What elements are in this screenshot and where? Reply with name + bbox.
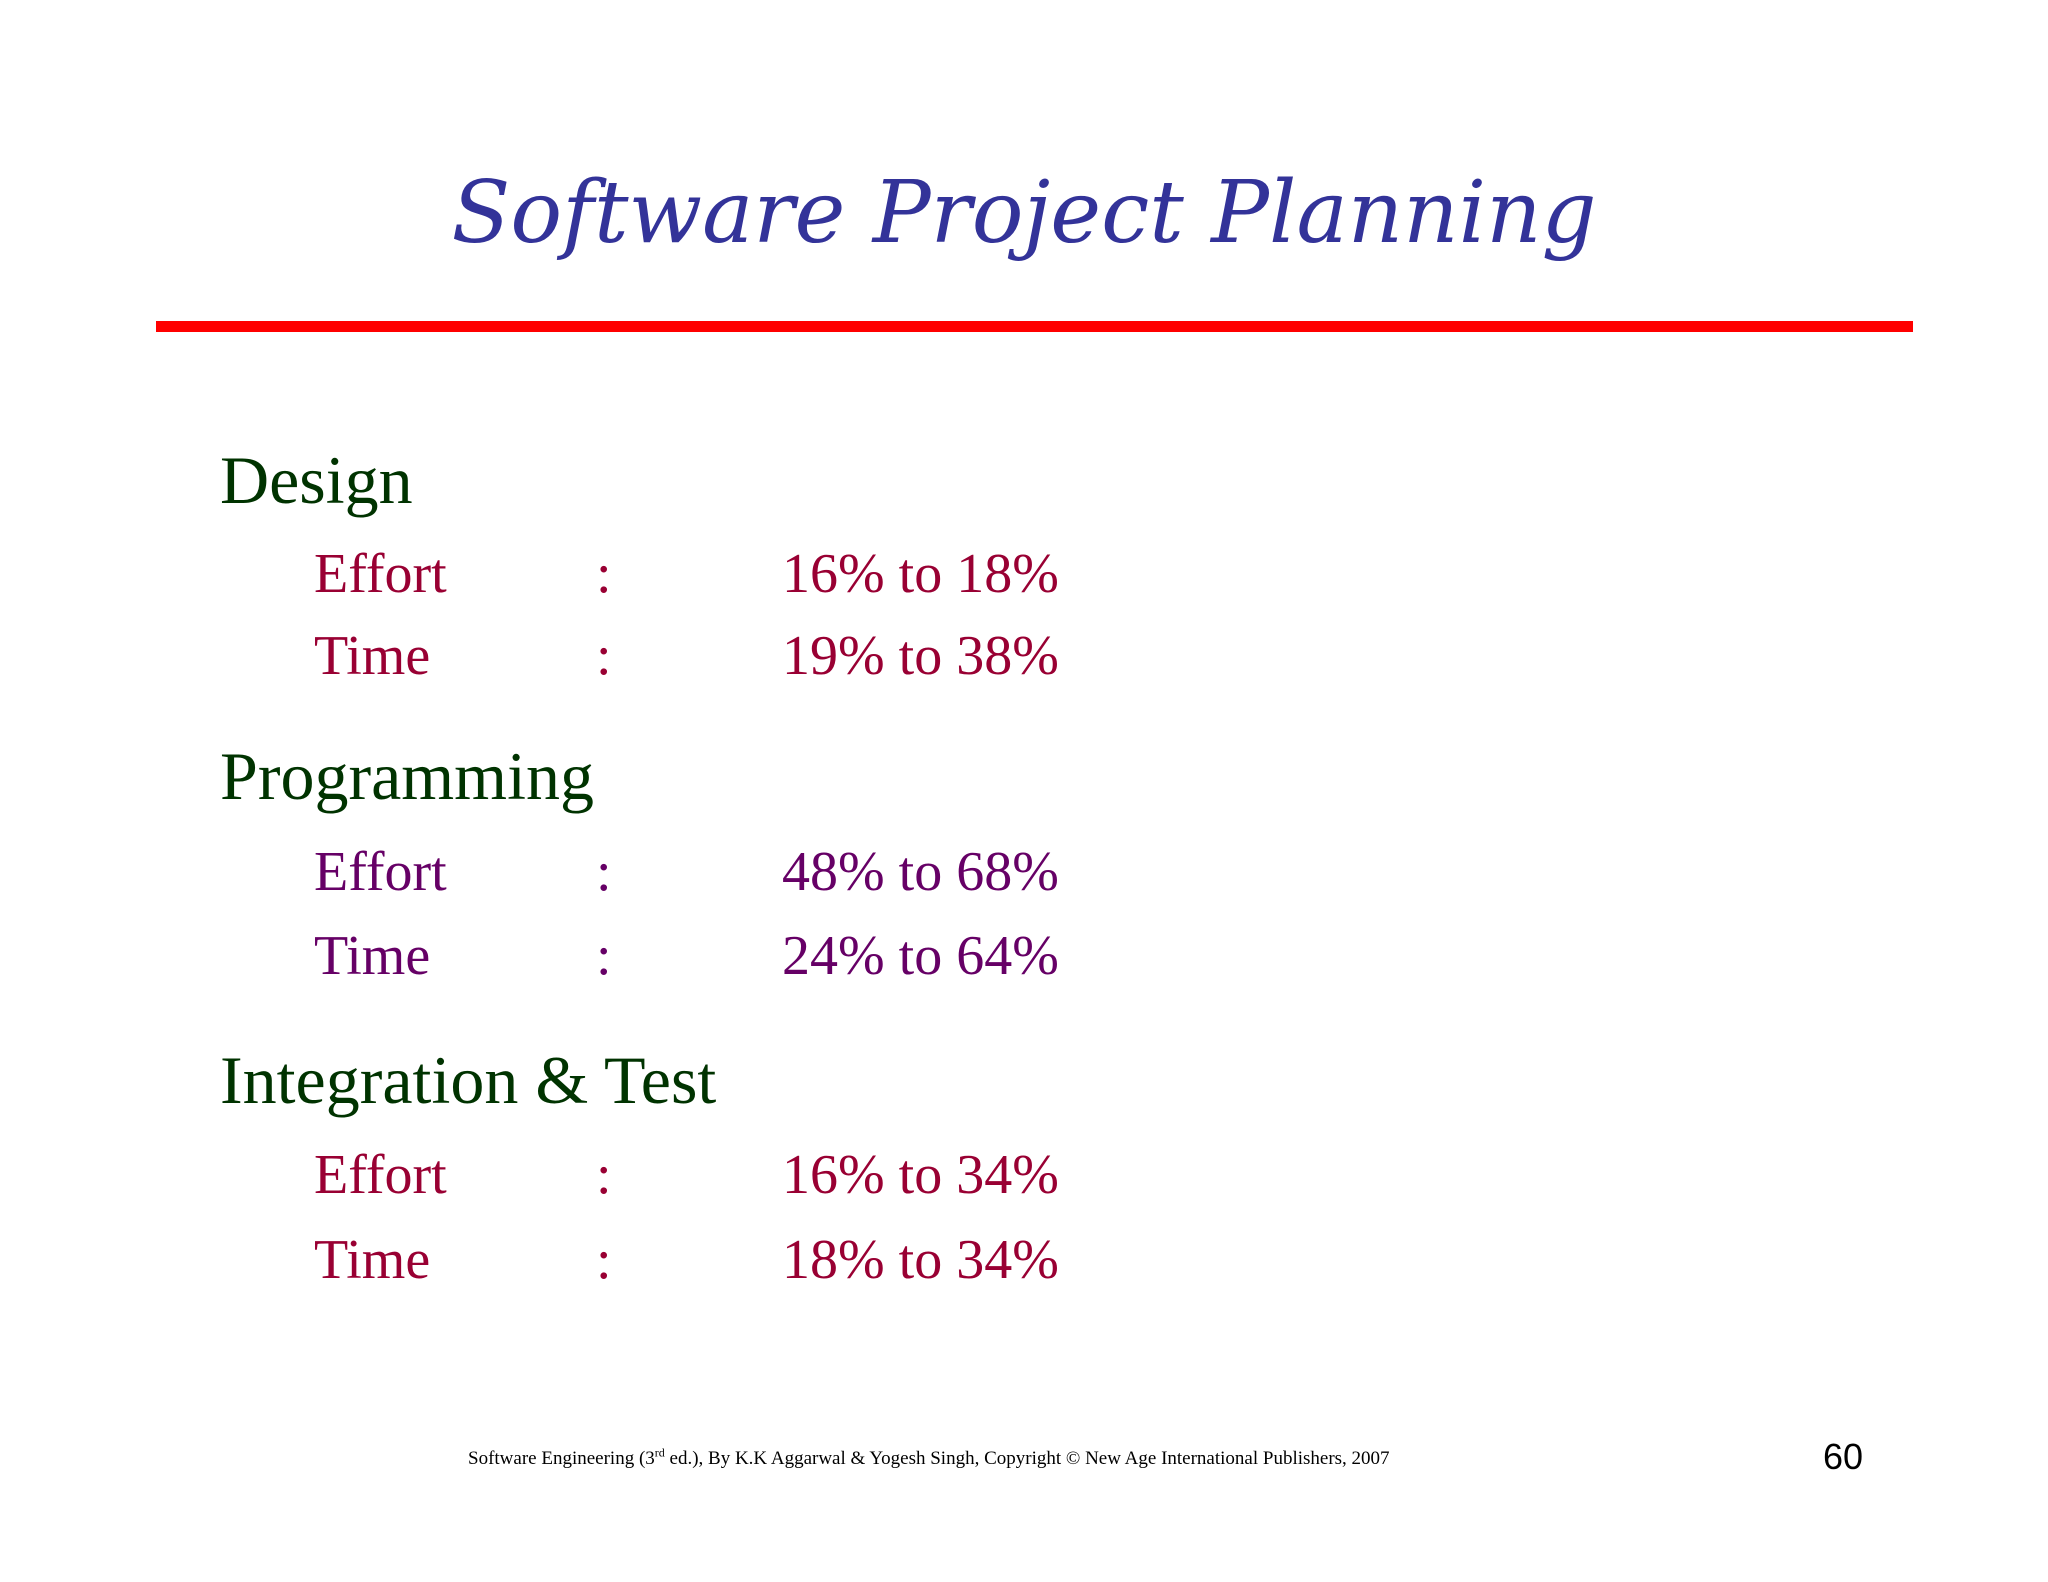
row-value: 48% to 68% [782,841,1059,903]
row-value: 24% to 64% [782,925,1059,987]
row-separator: : [596,841,612,903]
row-separator: : [596,925,612,987]
section-heading-programming: Programming [220,738,594,814]
row-separator: : [596,543,612,605]
footer-suffix: ed.), By K.K Aggarwal & Yogesh Singh, Co… [664,1448,1390,1469]
design-effort-row: Effort : 16% to 18% [0,546,2048,606]
design-time-row: Time : 19% to 38% [0,628,2048,688]
footer-citation: Software Engineering (3rd ed.), By K.K A… [468,1445,1390,1470]
footer-prefix: Software Engineering (3 [468,1448,655,1469]
slide-title: Software Project Planning [451,163,1597,263]
row-value: 19% to 38% [782,625,1059,687]
row-value: 16% to 34% [782,1144,1059,1206]
row-label: Effort [314,543,447,605]
row-value: 16% to 18% [782,543,1059,605]
section-heading-design: Design [220,442,413,518]
page-number: 60 [1823,1436,1864,1477]
section-heading-integration-test: Integration & Test [220,1042,717,1118]
footer-superscript: rd [654,1445,665,1460]
row-separator: : [596,1229,612,1291]
row-separator: : [596,1144,612,1206]
programming-effort-row: Effort : 48% to 68% [0,844,2048,904]
integration-time-row: Time : 18% to 34% [0,1232,2048,1292]
row-label: Effort [314,841,447,903]
row-value: 18% to 34% [782,1229,1059,1291]
row-label: Time [314,925,431,987]
title-divider [156,321,1913,332]
row-label: Time [314,625,431,687]
row-label: Time [314,1229,431,1291]
integration-effort-row: Effort : 16% to 34% [0,1147,2048,1207]
row-separator: : [596,625,612,687]
row-label: Effort [314,1144,447,1206]
programming-time-row: Time : 24% to 64% [0,928,2048,988]
